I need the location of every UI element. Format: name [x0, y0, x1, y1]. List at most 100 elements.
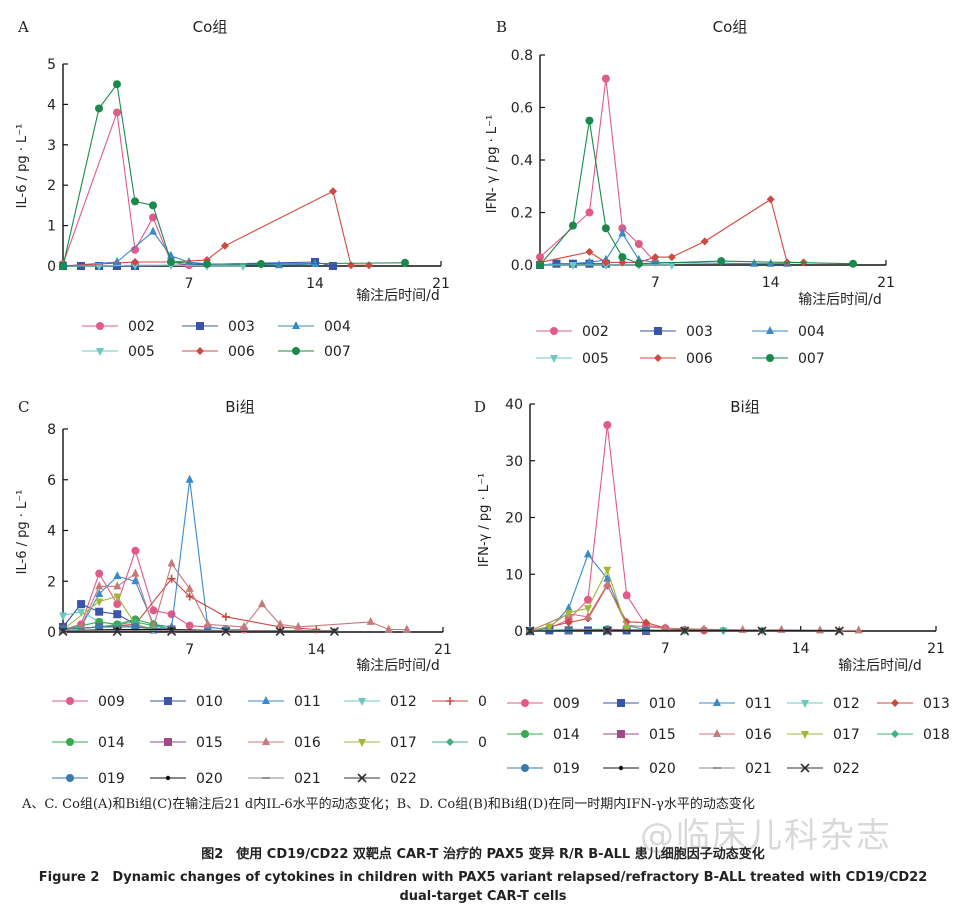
data-point [347, 261, 355, 270]
data-point [113, 108, 121, 117]
legend-marker [446, 697, 454, 705]
x-axis-label: 输注后时间/d [356, 288, 440, 304]
data-point [59, 262, 67, 270]
legend-marker [196, 322, 204, 330]
legend-marker [521, 699, 529, 707]
data-point [275, 626, 285, 637]
chart-title: Co组 [713, 18, 748, 36]
series-line [62, 230, 316, 267]
data-point [58, 626, 68, 637]
legend-label: 021 [294, 771, 321, 787]
y-tick-label: 0.2 [511, 206, 533, 222]
data-point [95, 607, 104, 616]
series-line [63, 264, 243, 267]
legend-entry-005: 005 [536, 351, 609, 367]
legend-entry-004: 004 [278, 319, 351, 335]
legend-label: 019 [553, 761, 580, 777]
legend-entry-0: 0 [432, 694, 487, 710]
data-point [816, 625, 824, 634]
figure-title-en: Figure 2 Dynamic changes of cytokines in… [38, 870, 928, 885]
x-tick-label: 7 [185, 276, 194, 292]
legend-marker [801, 700, 809, 708]
legend-label: 006 [686, 351, 713, 367]
data-point [149, 213, 157, 222]
legend-entry-006: 006 [182, 344, 255, 360]
legend-entry-009: 009 [52, 694, 125, 710]
series-line [529, 568, 628, 632]
legend-label: 016 [745, 727, 772, 743]
data-point [601, 74, 610, 83]
legend-entry-014: 014 [52, 735, 125, 751]
legend-entry-016: 016 [699, 727, 772, 743]
data-point [603, 420, 612, 429]
data-point [366, 616, 375, 625]
legend-label: 012 [833, 696, 860, 712]
data-point [766, 195, 775, 204]
data-point [603, 579, 612, 588]
legend-marker [550, 355, 558, 363]
data-point [112, 626, 122, 637]
data-point [185, 474, 194, 483]
legend-marker [262, 696, 270, 704]
data-point [401, 258, 409, 267]
legend-entry-015: 015 [150, 735, 223, 751]
legend-marker [521, 730, 529, 738]
legend-marker [358, 739, 366, 747]
data-point [402, 624, 411, 633]
legend-marker [164, 697, 172, 705]
legend-marker [891, 699, 899, 707]
data-point [536, 261, 544, 269]
data-point [602, 626, 612, 636]
data-point [131, 257, 139, 266]
data-point [113, 593, 122, 602]
legend-entry-015: 015 [603, 727, 676, 743]
legend-label: 0 [478, 735, 487, 751]
legend-entry-014: 014 [507, 727, 580, 743]
chart-title: Bi组 [730, 398, 759, 416]
data-point [311, 258, 319, 267]
data-point [185, 592, 194, 601]
data-point [680, 626, 690, 636]
legend-entry-002: 002 [536, 324, 609, 340]
legend-entry-002: 002 [82, 319, 155, 335]
legend-entry-003: 003 [640, 324, 713, 340]
legend-marker [96, 348, 104, 356]
data-point [131, 197, 139, 206]
legend-marker [358, 698, 366, 706]
data-point [584, 549, 592, 558]
x-tick-label: 7 [185, 642, 194, 658]
legend-label: 022 [833, 761, 860, 777]
data-point [601, 224, 610, 233]
data-point [131, 546, 140, 555]
legend-marker [713, 729, 721, 737]
legend-entry-022: 022 [787, 761, 860, 777]
data-point [536, 253, 544, 262]
data-point [59, 612, 67, 621]
legend-label: 010 [649, 696, 676, 712]
legend-marker [713, 698, 721, 706]
legend-entry-019: 019 [507, 761, 580, 777]
data-point [568, 262, 577, 270]
legend-entry-021: 021 [699, 761, 772, 777]
data-point [651, 253, 660, 262]
data-point [113, 80, 121, 89]
series-006 [59, 187, 373, 270]
legend-marker [262, 737, 270, 745]
legend-marker [357, 773, 367, 783]
data-point [239, 621, 248, 630]
panel-letter: C [18, 398, 29, 416]
data-point [622, 591, 631, 600]
data-point [568, 221, 577, 230]
data-point [585, 208, 594, 217]
data-point [113, 571, 122, 580]
legend-entry-021: 021 [248, 771, 321, 787]
y-tick-label: 20 [505, 511, 523, 527]
data-point [77, 600, 86, 609]
y-tick-label: 0.0 [511, 258, 533, 274]
data-point [564, 609, 573, 618]
y-axis-label: IL-6 / pg · L⁻¹ [15, 124, 30, 209]
legend-label: 018 [923, 727, 950, 743]
data-point [149, 201, 157, 210]
y-axis-label: IFN-γ / pg · L⁻¹ [477, 473, 492, 567]
data-point [757, 626, 767, 636]
